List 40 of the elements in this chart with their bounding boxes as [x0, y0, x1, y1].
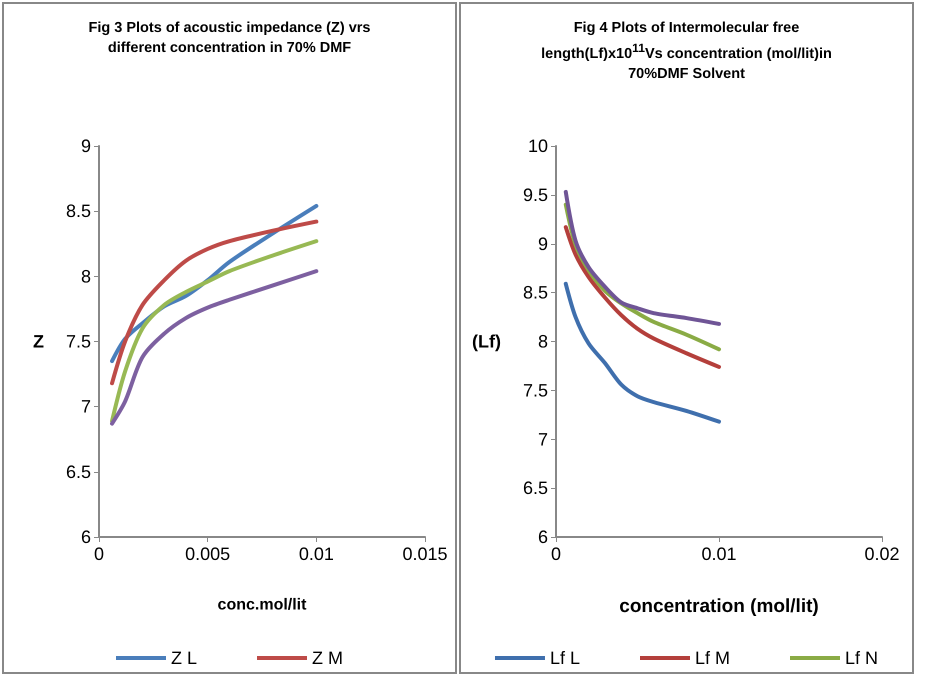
legend-label: Z L: [171, 648, 198, 668]
y-tick-label: 7.5: [522, 380, 548, 400]
x-tick-label: 0: [550, 544, 562, 564]
legend-label: Lf M: [695, 648, 730, 668]
line-series: [564, 190, 721, 326]
y-axis-title: Z: [33, 332, 44, 352]
x-tick-label: 0.01: [298, 544, 334, 564]
legend-label: Lf N: [845, 648, 878, 668]
chart-title: Fig 4 Plots of Intermolecular free length(Lf)x10$^{11}$Vs concentration (mol/lit)in 70%DMF Solvent: [540, 19, 833, 84]
line-series: [564, 225, 721, 369]
y-tick-label: 7: [80, 396, 91, 417]
y-tick-label: 8: [538, 332, 548, 352]
y-tick-label: 6: [80, 527, 91, 547]
y-tick-label: 7.5: [66, 332, 91, 352]
x-tick-label: 0.015: [402, 544, 448, 564]
y-tick-label: 8.5: [66, 201, 91, 222]
chart-title: Fig 3 Plots of acoustic impedance (Z) vrs different concentration in 70% DMF: [87, 19, 372, 58]
line-series: [110, 239, 318, 424]
y-tick-label: 8: [80, 266, 91, 286]
y-tick-label: 6.5: [66, 462, 91, 482]
x-tick-label: 0.005: [185, 544, 230, 564]
y-tick-label: 6.5: [522, 478, 548, 498]
legend-label: Lf L: [550, 648, 580, 668]
x-axis-title: concentration (mol/lit): [619, 596, 819, 617]
y-tick-label: 6: [538, 527, 548, 547]
y-tick-label: 10: [528, 136, 548, 156]
y-tick-label: 9: [538, 234, 548, 254]
y-tick-label: 9.5: [522, 184, 548, 205]
line-series: [110, 269, 318, 426]
y-tick-label: 7: [538, 429, 548, 450]
legend-label: Z M: [312, 648, 344, 668]
x-axis-title: conc.mol/lit: [218, 596, 308, 614]
y-tick-label: 9: [80, 136, 91, 156]
y-axis-title: (Lf): [472, 332, 501, 352]
x-tick-label: 0.02: [864, 544, 900, 564]
line-series: [110, 220, 318, 386]
x-tick-label: 0: [94, 544, 104, 564]
y-tick-label: 8.5: [522, 282, 548, 303]
x-tick-label: 0.01: [701, 544, 737, 564]
line-series: [564, 282, 721, 424]
